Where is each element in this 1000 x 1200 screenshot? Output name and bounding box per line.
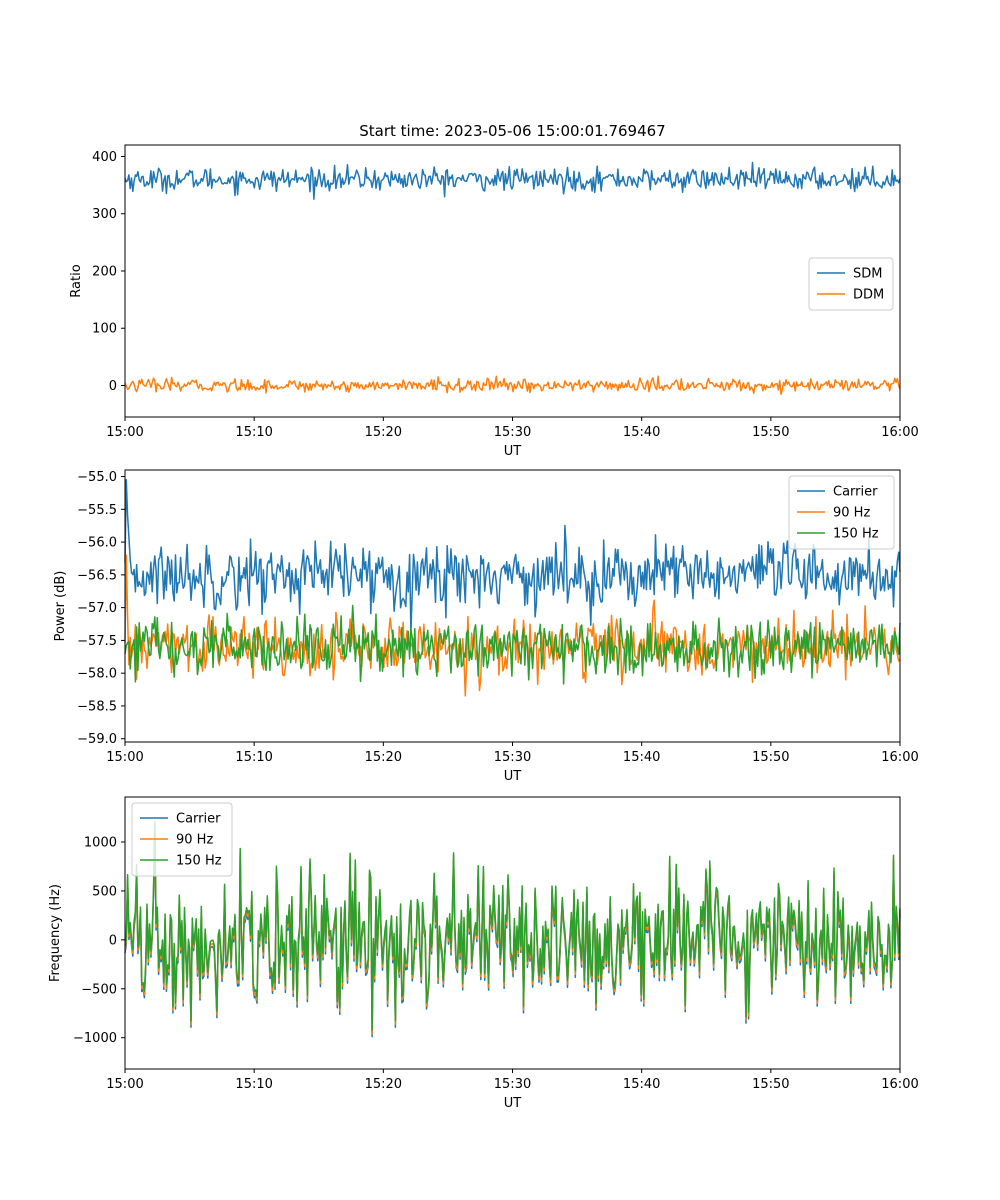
x-tick-label: 15:20	[365, 750, 402, 765]
y-tick-label: 400	[92, 150, 117, 165]
series-line-2	[124, 375, 901, 396]
x-tick-label: 16:00	[881, 750, 918, 765]
x-tick-label: 15:00	[106, 750, 143, 765]
x-tick-label: 15:10	[235, 1077, 272, 1092]
legend-box	[131, 802, 233, 877]
x-tick-label: 16:00	[881, 1077, 918, 1092]
x-tick-label: 15:10	[235, 750, 272, 765]
x-tick-label: 16:00	[881, 425, 918, 440]
y-tick-label: −1000	[73, 1031, 117, 1046]
panel-3: 15:00 15:10 15:20 15:30 15:40 15:50 16:00 −1000…	[48, 796, 919, 1111]
series-line-3	[124, 820, 901, 1032]
y-axis-label: Power (dB)	[53, 571, 68, 642]
legend-box	[788, 475, 895, 550]
x-tick-label: 15:30	[494, 1077, 531, 1092]
y-axis-label: Frequency (Hz)	[48, 884, 63, 982]
plot-lines	[124, 479, 901, 697]
legend-label: SDM	[853, 267, 882, 282]
series-line-1	[124, 479, 901, 634]
y-tick-label: −57.0	[77, 601, 117, 616]
x-tick-label: 15:40	[623, 1077, 660, 1092]
x-axis-label: UT	[504, 769, 522, 784]
y-tick-label: −59.0	[77, 732, 117, 747]
y-tick-label: −57.5	[77, 634, 117, 649]
y-tick-label: −500	[81, 982, 117, 997]
y-tick-label: 500	[92, 884, 117, 899]
y-tick-label: 100	[92, 322, 117, 337]
x-tick-label: 15:00	[106, 425, 143, 440]
y-axis-label: Ratio	[69, 264, 84, 297]
x-tick-label: 15:30	[494, 750, 531, 765]
legend: Carrier 90 Hz 150 Hz	[788, 475, 895, 550]
legend-label: DDM	[853, 288, 884, 303]
x-tick-label: 15:50	[752, 1077, 789, 1092]
y-tick-label: 0	[109, 933, 117, 948]
legend-label: 90 Hz	[176, 833, 213, 848]
y-tick-label: 0	[109, 379, 117, 394]
x-tick-label: 15:50	[752, 425, 789, 440]
panel-2: 15:00 15:10 15:20 15:30 15:40 15:50 16:00 −55.0…	[53, 469, 919, 784]
legend-label: 150 Hz	[833, 527, 879, 542]
y-tick-label: 200	[92, 264, 117, 279]
plot-lines	[124, 820, 901, 1038]
series-line-3	[124, 604, 901, 685]
x-tick-label: 15:40	[623, 425, 660, 440]
plot-lines	[124, 161, 901, 396]
panel-1: Start time: 2023-05-06 15:00:01.769467 15…	[69, 122, 919, 459]
y-tick-label: −55.5	[77, 503, 117, 518]
y-tick-label: −56.0	[77, 536, 117, 551]
legend-label: 90 Hz	[833, 506, 870, 521]
axes-frame	[124, 469, 901, 743]
chart-title: Start time: 2023-05-06 15:00:01.769467	[359, 122, 665, 140]
legend-label: Carrier	[176, 812, 221, 827]
y-tick-label: 1000	[84, 836, 117, 851]
legend-label: Carrier	[833, 485, 878, 500]
x-tick-label: 15:30	[494, 425, 531, 440]
x-tick-label: 15:20	[365, 425, 402, 440]
legend-label: 150 Hz	[176, 854, 222, 869]
x-axis-label: UT	[504, 444, 522, 459]
y-tick-label: −56.5	[77, 568, 117, 583]
legend: Carrier 90 Hz 150 Hz	[131, 802, 233, 877]
x-tick-label: 15:10	[235, 425, 272, 440]
x-tick-label: 15:50	[752, 750, 789, 765]
y-tick-label: −58.5	[77, 699, 117, 714]
x-axis-label: UT	[504, 1096, 522, 1111]
x-tick-label: 15:00	[106, 1077, 143, 1092]
series-line-1	[124, 161, 901, 200]
x-tick-label: 15:20	[365, 1077, 402, 1092]
x-tick-label: 15:40	[623, 750, 660, 765]
y-tick-label: −55.0	[77, 470, 117, 485]
legend-box	[808, 257, 894, 311]
y-tick-label: 300	[92, 207, 117, 222]
legend: SDM DDM	[808, 257, 894, 311]
y-tick-label: −58.0	[77, 667, 117, 682]
